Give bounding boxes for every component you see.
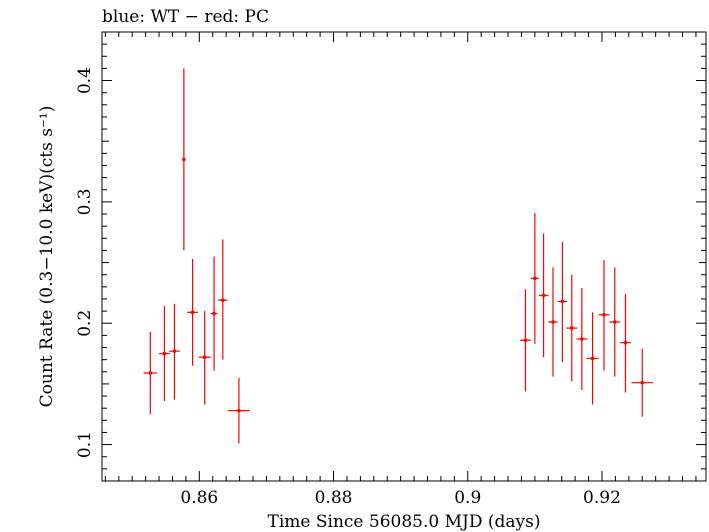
data-point (620, 294, 631, 393)
data-marker (569, 326, 574, 330)
data-point (530, 212, 539, 344)
axis-ticks: 0.86 0.88 0.9 0.92 0.1 0.2 0.3 0.4 (75, 32, 706, 508)
data-marker (148, 371, 153, 375)
x-tick-label: 0.86 (180, 488, 218, 508)
data-marker (221, 298, 225, 302)
data-marker (580, 337, 584, 341)
data-point (218, 239, 228, 360)
data-marker (640, 380, 645, 385)
data-marker (523, 338, 528, 343)
data-marker (172, 349, 177, 353)
data-point (538, 233, 549, 358)
data-point (557, 241, 568, 363)
data-point (520, 289, 531, 392)
data-point (566, 274, 578, 382)
data-point (210, 256, 218, 371)
chart-title: blue: WT − red: PC (102, 7, 269, 27)
data-point (198, 311, 211, 405)
data-marker (212, 311, 216, 316)
x-tick-label: 0.88 (315, 488, 353, 508)
y-tick-label: 0.2 (75, 310, 95, 337)
y-tick-label: 0.3 (75, 188, 95, 215)
data-point (169, 303, 180, 400)
data-marker (182, 157, 186, 162)
data-marker (623, 340, 628, 345)
data-marker (612, 320, 617, 324)
y-tick-label: 0.1 (75, 431, 95, 458)
data-point (609, 267, 621, 377)
data-point (228, 377, 250, 444)
data-marker (541, 293, 546, 298)
data-marker (162, 351, 167, 356)
data-point (182, 68, 186, 251)
data-point (187, 258, 198, 366)
data-points (143, 68, 653, 444)
data-point (548, 267, 558, 377)
data-point (159, 306, 170, 401)
data-point (576, 288, 588, 390)
data-point (143, 331, 158, 415)
data-point (598, 260, 610, 371)
data-marker (533, 276, 537, 281)
data-point (586, 312, 599, 405)
y-axis-label: Count Rate (0.3−10.0 keV)(cts s⁻¹) (37, 106, 57, 408)
x-tick-label: 0.9 (454, 488, 481, 508)
data-point (631, 348, 653, 417)
x-tick-label: 0.92 (583, 488, 621, 508)
data-marker (190, 310, 195, 315)
y-tick-label: 0.4 (75, 67, 95, 94)
data-marker (202, 355, 207, 360)
data-marker (551, 320, 555, 324)
data-marker (560, 299, 565, 304)
data-marker (237, 408, 241, 413)
x-axis-label: Time Since 56085.0 MJD (days) (268, 512, 541, 532)
data-marker (602, 312, 606, 317)
data-marker (590, 356, 595, 361)
plot-frame (101, 31, 707, 482)
